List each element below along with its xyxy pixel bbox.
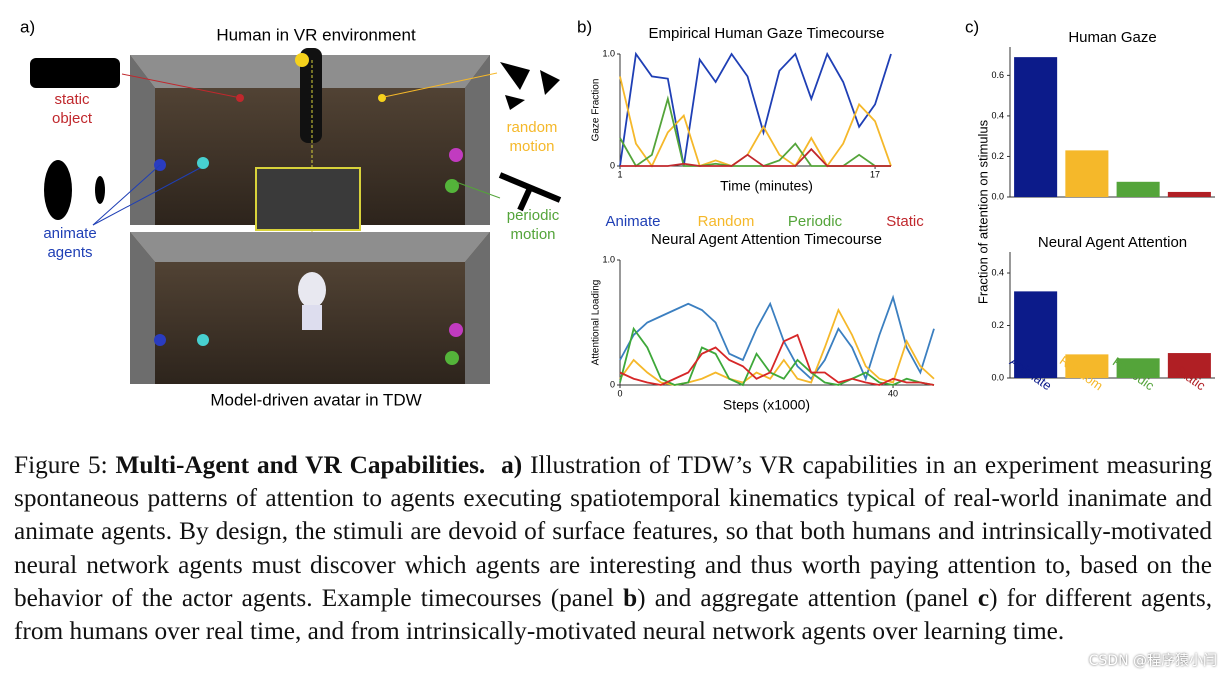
caption-text: ) and aggregate attention (panel [637, 583, 969, 612]
label: motion [510, 226, 555, 243]
avatar-scene [130, 232, 490, 384]
pointer [92, 167, 201, 226]
pointer [121, 73, 237, 98]
y-tick-label: 0.0 [991, 191, 1004, 201]
x-tick-label: 0 [617, 388, 622, 398]
chart-title: Empirical Human Gaze Timecourse [649, 25, 885, 42]
panel-label: a) [20, 17, 35, 36]
x-tick-label: 40 [888, 388, 898, 398]
bar [1167, 191, 1211, 197]
y-tick-label: 0.0 [991, 372, 1004, 382]
caption-ref: a) [501, 451, 523, 479]
line-series [619, 76, 892, 168]
bar [1014, 57, 1058, 198]
legend-entry: Animate [605, 213, 660, 230]
x-tick-label: 1 [617, 169, 622, 179]
caption: Figure 5: Multi-Agent and VR Capabilitie… [14, 449, 1212, 648]
sofa-icon [30, 58, 120, 88]
caption-title: Multi-Agent and VR Capabilities. [115, 451, 486, 479]
runner-icons [44, 160, 105, 220]
pointer [455, 181, 501, 199]
pointer [383, 72, 498, 98]
x-axis-label: Steps (x1000) [723, 397, 810, 413]
y-tick-label: 0 [610, 379, 615, 389]
y-tick-label: 0 [610, 160, 615, 170]
scene-title: Human in VR environment [216, 25, 416, 44]
legend-entry: Static [886, 213, 924, 230]
y-tick-label: 0.4 [991, 267, 1004, 277]
y-tick-label: 0.2 [991, 320, 1004, 330]
chart-title: Human Gaze [1068, 29, 1156, 46]
caption-text: ) for different agents, from humans over… [14, 583, 1213, 646]
chart-title: Neural Agent Attention Timecourse [651, 231, 882, 248]
line-series [619, 333, 935, 386]
y-tick-label: 1.0 [602, 254, 615, 264]
line-series [620, 147, 891, 167]
figure: a) Human in VR environment Model-driven … [20, 17, 1215, 413]
watermark: CSDN @程序猿小闫 [1088, 653, 1217, 669]
chart-title: Neural Agent Attention [1038, 234, 1187, 251]
line-series [619, 294, 935, 382]
x-tick-label: 17 [870, 169, 880, 179]
y-axis-label: Attentional Loading [591, 280, 602, 366]
label: random [507, 119, 558, 136]
y-tick-label: 0.4 [991, 110, 1004, 120]
bar [1065, 150, 1109, 197]
caption-ref: c [977, 583, 990, 612]
caption-text: Illustration of TDW’s VR capabilities in… [14, 451, 1212, 612]
label: periodic [507, 207, 560, 224]
y-axis-label: Fraction of attention on stimulus [975, 119, 990, 304]
bar [1014, 291, 1058, 378]
caption-label: Figure 5: [14, 451, 108, 479]
panel-label: c) [965, 17, 979, 36]
label: static [54, 91, 90, 108]
scene-title: Model-driven avatar in TDW [210, 390, 421, 409]
bar [1065, 354, 1109, 378]
caption-ref: b [623, 583, 638, 612]
label: animate [43, 225, 96, 242]
fan-icon [498, 172, 562, 212]
legend-entry: Periodic [788, 213, 843, 230]
label: motion [509, 138, 554, 155]
bar [1116, 358, 1160, 378]
x-axis-label: Time (minutes) [720, 178, 813, 194]
y-tick-label: 1.0 [602, 48, 615, 58]
label: agents [47, 244, 92, 261]
bar [1167, 353, 1211, 378]
pointer [92, 164, 161, 226]
line-series [619, 95, 891, 168]
line-series [619, 326, 935, 387]
inset-view [255, 167, 361, 231]
label: object [52, 110, 93, 127]
y-axis-label: Gaze Fraction [591, 79, 602, 142]
panel-label: b) [577, 17, 592, 36]
y-tick-label: 0.2 [991, 151, 1004, 161]
y-tick-label: 0.6 [991, 70, 1004, 80]
bar [1116, 181, 1160, 197]
random-shapes-icon [500, 62, 560, 110]
line-series [619, 51, 892, 167]
legend-entry: Random [698, 213, 755, 230]
